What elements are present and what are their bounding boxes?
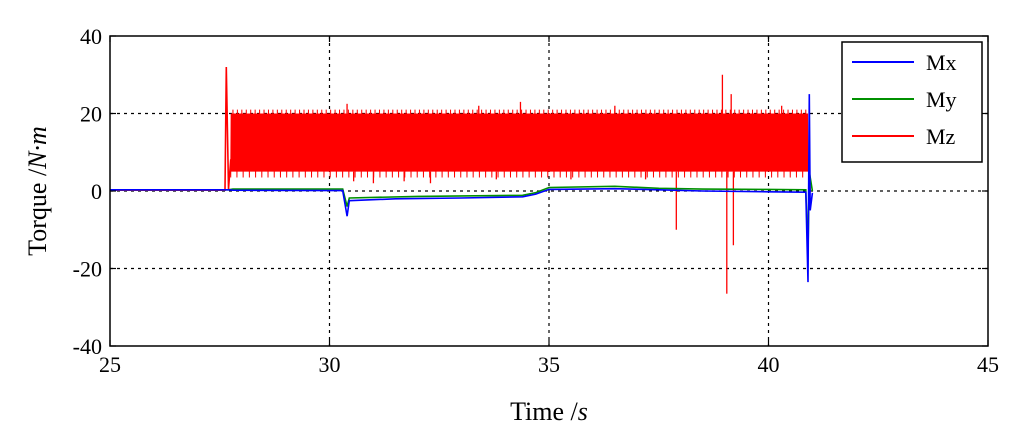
series-my <box>110 171 814 254</box>
legend-box <box>841 41 983 163</box>
tick-layer: 25 30 35 40 45 -40 -20 0 20 40 <box>73 24 999 377</box>
y-tick-label: 40 <box>80 24 102 49</box>
series-mz-band <box>230 109 809 178</box>
series-mx <box>110 94 814 283</box>
series-mx-line <box>110 94 814 283</box>
y-tick-label: -20 <box>73 257 102 282</box>
legend-label-my: My <box>926 87 957 112</box>
series-layer <box>110 66 814 294</box>
legend: Mx My Mz <box>841 41 983 163</box>
y-tick-label: 20 <box>80 102 102 127</box>
x-tick-label: 25 <box>99 352 121 377</box>
x-tick-label: 35 <box>538 352 560 377</box>
y-axis-label: Torque /N·m <box>23 126 52 256</box>
x-tick-label: 40 <box>758 352 780 377</box>
series-mz <box>110 66 811 294</box>
x-axis-label: Time /s <box>510 397 588 426</box>
y-tick-label: -40 <box>73 334 102 359</box>
legend-label-mx: Mx <box>926 50 957 75</box>
x-tick-label: 30 <box>319 352 341 377</box>
legend-label-mz: Mz <box>926 124 956 149</box>
x-tick-label: 45 <box>977 352 999 377</box>
series-my-line <box>110 171 814 254</box>
y-tick-label: 0 <box>91 179 102 204</box>
